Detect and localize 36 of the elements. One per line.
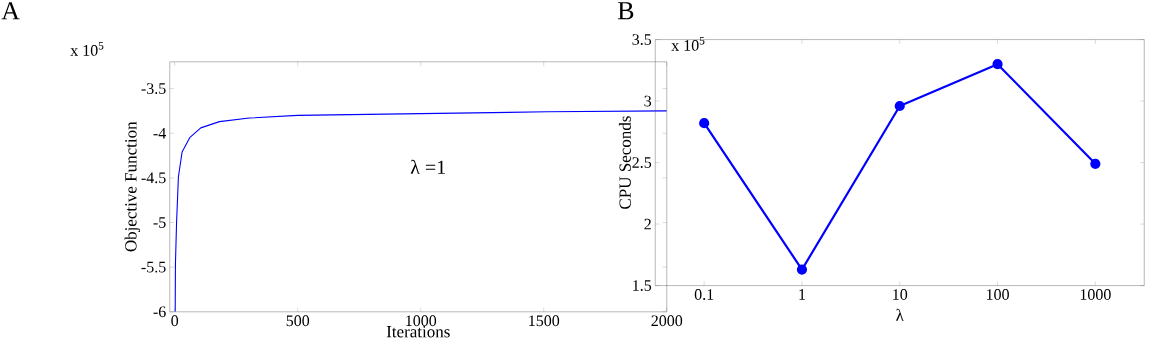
x-tick-label: 1000 [406, 315, 437, 327]
chart-title: B [617, 2, 634, 20]
x-tick-label: 2000 [651, 315, 683, 327]
x-tick-label: 1000 [1080, 289, 1111, 300]
text: x 10$^{5}$ [70, 42, 104, 56]
y-tick-label: 3.5 [632, 34, 652, 45]
point [699, 118, 710, 129]
y-tick-label: 1.5 [633, 280, 652, 291]
y-tick-label: -4.5 [141, 172, 166, 184]
point [894, 100, 905, 112]
point [992, 59, 1003, 70]
y-axis-title: Objective Function [124, 121, 141, 252]
y-tick-label: -4 [153, 127, 166, 139]
x-tick-label: 1 [799, 289, 805, 300]
y-tick-label: -5 [153, 217, 166, 228]
y-tick-label: -6 [153, 306, 166, 318]
y-tick-label: 2.5 [632, 157, 652, 168]
x-tick-label: 0 [171, 315, 179, 327]
y-axis-title: CPU Seconds [618, 116, 631, 209]
chart-title: A [1, 2, 20, 20]
x-tick-label: 500 [286, 315, 310, 327]
x-axis-title: λ [896, 308, 904, 321]
x-tick-label: 1500 [529, 315, 560, 327]
x-tick-label: 100 [986, 289, 1009, 300]
x-tick-label: 10 [893, 289, 908, 300]
x-tick-label: 0.1 [694, 289, 714, 300]
y-tick-label: 3 [644, 95, 652, 107]
x-axis-title: Iterations [386, 326, 450, 338]
point [796, 264, 808, 275]
y-tick-label: -5.5 [141, 261, 166, 273]
annotation: x 10$^{5}$ [671, 37, 705, 51]
line-series [174, 110, 667, 312]
y-tick-label: 2 [644, 218, 651, 230]
point [1090, 158, 1101, 169]
y-tick-label: -3.5 [141, 83, 166, 94]
annotation: λ =1 [410, 159, 446, 174]
